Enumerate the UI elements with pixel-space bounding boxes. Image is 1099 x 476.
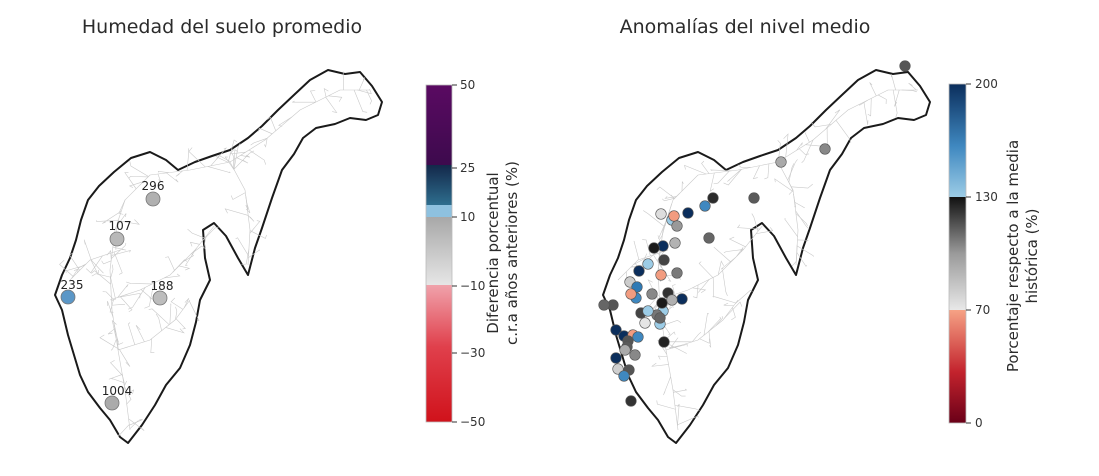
right-cb-tick: 200 <box>975 77 998 91</box>
right-map <box>598 60 931 444</box>
station-marker <box>152 290 168 306</box>
left-title: Humedad del suelo promedio <box>82 16 362 38</box>
station-marker <box>655 269 667 281</box>
right-colorbar: 200 130 70 0 Porcentaje respecto a la media… <box>948 77 1041 430</box>
station-label: 296 <box>142 179 165 193</box>
right-cb-tick: 70 <box>975 303 990 317</box>
station-marker <box>632 331 644 343</box>
station-marker <box>642 258 654 270</box>
station-marker <box>625 395 637 407</box>
left-basin-outline <box>54 69 383 444</box>
station-marker <box>658 336 670 348</box>
right-cb-band-blue <box>949 84 966 197</box>
station-marker <box>646 288 658 300</box>
station-label: 1004 <box>102 384 133 398</box>
left-river-network <box>59 71 372 437</box>
left-cb-tick: 10 <box>460 210 475 224</box>
station-marker <box>703 232 715 244</box>
station-marker <box>598 299 610 311</box>
right-title: Anomalías del nivel medio <box>620 16 871 38</box>
left-colorbar: 50 25 10 −10 −30 −50 Diferencia porcentual c.… <box>425 78 521 429</box>
right-cb-tick: 0 <box>975 416 983 430</box>
left-cb-tick: 50 <box>460 78 475 92</box>
station-marker <box>104 395 120 411</box>
left-cb-band-red <box>426 285 452 422</box>
station-marker <box>639 317 651 329</box>
station-marker <box>610 324 622 336</box>
station-marker <box>682 207 694 219</box>
station-marker <box>648 242 660 254</box>
station-marker <box>619 344 631 356</box>
station-marker <box>748 192 760 204</box>
right-cb-tick: 130 <box>975 190 998 204</box>
station-marker <box>666 294 678 306</box>
station-marker <box>642 305 654 317</box>
station-marker <box>145 191 161 207</box>
station-marker <box>625 288 637 300</box>
station-marker <box>669 237 681 249</box>
station-marker <box>654 312 666 324</box>
left-cb-tick: −50 <box>460 415 485 429</box>
left-cb-tick: −10 <box>460 279 485 293</box>
right-cb-band-grey <box>949 197 966 310</box>
station-marker <box>109 231 125 247</box>
station-marker <box>610 352 622 364</box>
right-cb-label-2: histórica (%) <box>1023 208 1041 303</box>
left-cb-label-2: c.r.a años anteriores (%) <box>503 161 521 345</box>
station-marker <box>707 192 719 204</box>
station-marker <box>633 265 645 277</box>
station-marker <box>656 297 668 309</box>
station-label: 107 <box>109 219 132 233</box>
left-cb-label-1: Diferencia porcentual <box>484 172 502 333</box>
station-marker <box>618 370 630 382</box>
station-marker <box>676 293 688 305</box>
left-cb-band-navy <box>426 165 452 205</box>
station-marker <box>658 254 670 266</box>
station-marker <box>668 210 680 222</box>
right-cb-label-1: Porcentaje respecto a la media <box>1004 140 1022 372</box>
station-marker <box>629 349 641 361</box>
station-marker <box>671 220 683 232</box>
station-marker <box>899 60 911 72</box>
left-cb-tick: 25 <box>460 161 475 175</box>
station-marker <box>671 267 683 279</box>
left-cb-band-purple <box>426 85 452 165</box>
left-map: 296 107 235 188 1004 <box>54 69 383 444</box>
station-marker <box>655 208 667 220</box>
right-basin-outline <box>602 69 931 444</box>
station-marker <box>775 156 787 168</box>
station-label: 188 <box>151 279 174 293</box>
station-label: 235 <box>61 278 84 292</box>
left-cb-band-lightblue <box>426 205 452 217</box>
left-cb-band-neutral <box>426 217 452 285</box>
station-marker <box>60 289 76 305</box>
left-cb-tick: −30 <box>460 346 485 360</box>
station-marker <box>699 200 711 212</box>
station-marker <box>819 143 831 155</box>
right-cb-band-red <box>949 310 966 423</box>
